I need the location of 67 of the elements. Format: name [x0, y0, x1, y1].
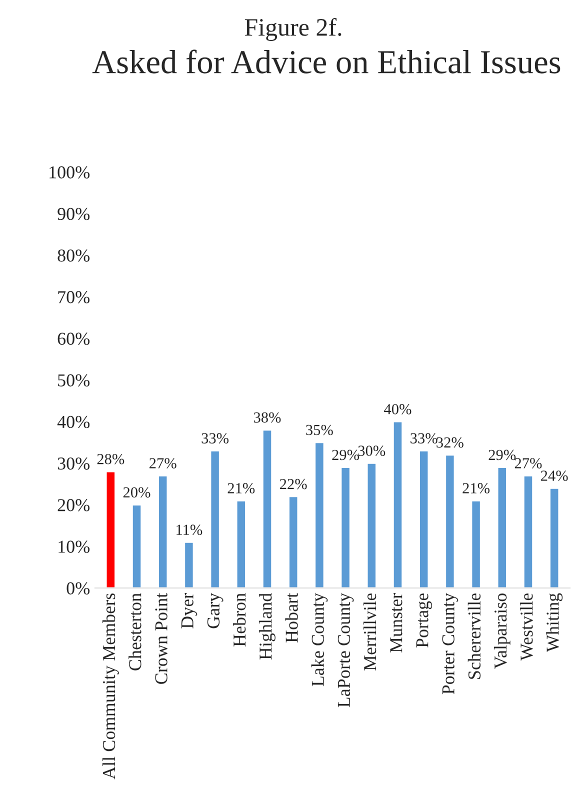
data-label: 33% — [202, 433, 229, 444]
data-label: 21% — [228, 483, 255, 494]
data-label: 21% — [462, 483, 490, 494]
x-tick-label: Westville — [520, 593, 533, 661]
data-label: 20% — [123, 487, 150, 498]
bar — [470, 500, 482, 588]
bar — [366, 462, 377, 588]
bar — [549, 487, 560, 588]
bar — [418, 450, 430, 588]
y-tick-label: 0% — [66, 582, 90, 594]
bar — [105, 470, 116, 588]
x-tick-label: Porter County — [442, 592, 458, 694]
y-tick-label: 90% — [58, 208, 90, 220]
y-tick-label: 80% — [58, 249, 90, 262]
bar — [522, 474, 534, 588]
bar — [340, 466, 351, 588]
y-tick-label: 70% — [58, 291, 90, 304]
chart-subtitle: Figure 2f. — [244, 18, 342, 41]
x-tick-label: Gary — [207, 592, 224, 628]
x-tick-label: Whiting — [546, 593, 563, 652]
bar — [496, 466, 508, 588]
data-label: 40% — [384, 404, 412, 414]
bar — [184, 542, 194, 588]
y-tick-label: 40% — [57, 416, 90, 428]
bar — [236, 500, 246, 588]
data-label: 28% — [97, 454, 124, 464]
x-tick-label: Hobart — [285, 592, 298, 642]
data-label: 30% — [358, 446, 386, 456]
data-label: 27% — [514, 458, 542, 468]
x-tick-label: Hebron — [232, 593, 246, 646]
x-tick-label: Schererville — [468, 593, 481, 679]
data-label: 33% — [410, 433, 438, 444]
x-tick-label: Merrillvile — [363, 593, 376, 671]
bar — [314, 442, 325, 588]
x-tick-label: Lake County — [311, 592, 328, 686]
bar — [288, 496, 299, 588]
data-label: 35% — [306, 424, 333, 436]
data-label: 29% — [332, 450, 360, 460]
x-tick-label: Valparaiso — [494, 594, 510, 669]
x-tick-label: Highland — [259, 593, 276, 660]
y-tick-label: 100% — [50, 166, 90, 178]
x-tick-label: Munster — [390, 593, 402, 653]
bar — [444, 454, 456, 588]
data-label: 24% — [541, 470, 568, 481]
x-tick-label: LaPorte County — [338, 592, 354, 708]
x-tick-label: All Community Members — [102, 594, 119, 780]
x-tick-label: Chesterton — [128, 593, 142, 670]
bar — [210, 450, 220, 588]
y-tick-label: 10% — [58, 540, 90, 553]
bar — [392, 420, 404, 588]
data-label: 38% — [254, 412, 281, 423]
bar — [158, 474, 168, 588]
chart-title: Asked for Advice on Ethical Issues — [92, 50, 560, 74]
data-label: 11% — [176, 524, 202, 536]
y-tick-label: 60% — [58, 332, 90, 345]
y-tick-label: 50% — [58, 374, 90, 386]
data-label: 32% — [436, 437, 464, 448]
y-tick-label: 30% — [58, 457, 90, 470]
bar — [131, 504, 142, 588]
data-label: 22% — [280, 478, 307, 490]
y-tick-label: 20% — [58, 499, 90, 512]
data-label: 29% — [488, 450, 516, 460]
x-tick-label: Crown Point — [155, 592, 168, 684]
data-label: 27% — [150, 458, 176, 468]
bar — [262, 429, 273, 588]
x-tick-label: Portage — [416, 593, 432, 648]
x-tick-label: Dyer — [181, 593, 198, 628]
